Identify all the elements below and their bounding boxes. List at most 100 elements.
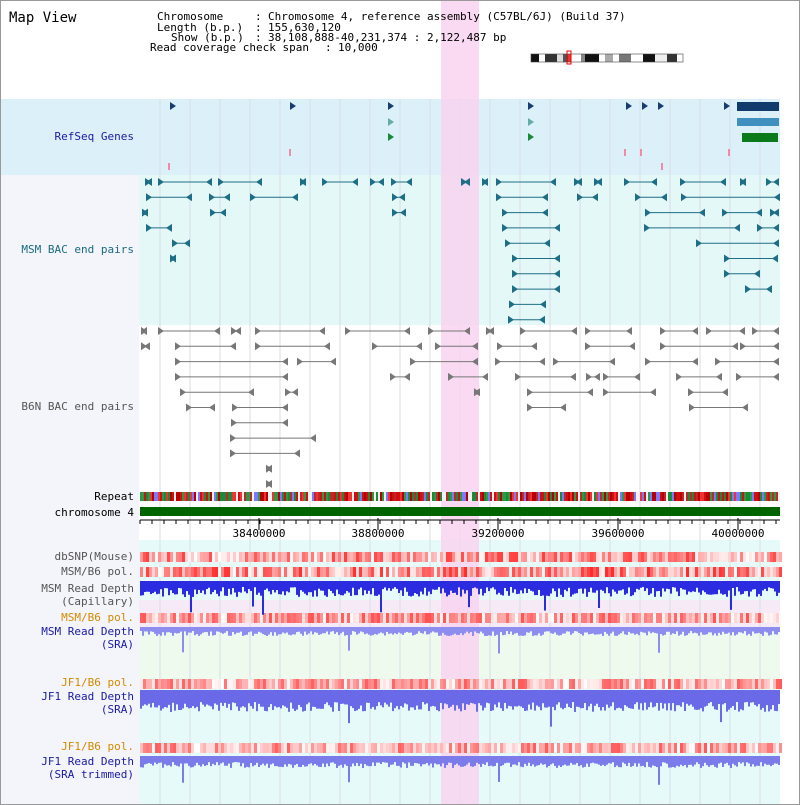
jf1-trimmed-depth-bar	[744, 756, 746, 767]
jf1-b6-pol-2-heat-cell	[365, 743, 368, 753]
jf1-sra-depth-bar	[516, 690, 518, 707]
msm-capillary-depth-bar	[158, 581, 160, 594]
jf1-read-depth-sra-label-1[interactable]: JF1 Read Depth	[41, 690, 134, 703]
repeat-segment	[394, 492, 396, 501]
jf1-sra-depth-bar	[322, 690, 324, 709]
repeat-segment	[140, 492, 142, 501]
jf1-b6-pol-heat-cell	[383, 679, 386, 689]
jf1-sra-depth-bar	[510, 690, 512, 707]
msm-capillary-depth-bar	[382, 581, 384, 590]
b6n-bac-pair	[214, 327, 220, 335]
repeat-segment	[462, 492, 464, 501]
b6n-bac-pair	[282, 418, 288, 427]
chromosome-track-label: chromosome 4	[54, 506, 134, 519]
msm-b6-pol-heat-cell	[557, 567, 560, 577]
jf1-trimmed-depth-bar	[740, 756, 742, 764]
msm-capillary-depth-bar	[428, 581, 430, 592]
msm-bac-pair	[172, 239, 178, 248]
jf1-b6-pol-label[interactable]: JF1/B6 pol.	[61, 676, 134, 689]
repeat-segment	[312, 492, 314, 501]
jf1-trimmed-depth-bar	[404, 756, 406, 764]
repeat-segment	[492, 492, 494, 501]
msm-capillary-depth-bar	[630, 581, 632, 597]
msm-b6-pol-heat-cell	[677, 567, 680, 577]
jf1-b6-pol-heat-cell	[209, 679, 212, 689]
b6n-bac-pair	[773, 342, 779, 351]
dbsnp-heat-cell	[770, 552, 773, 562]
msm-b6-pol-2-heat-cell	[710, 613, 713, 623]
jf1-sra-depth-bar	[440, 690, 442, 703]
jf1-b6-pol-2-heat-cell	[596, 743, 599, 753]
jf1-b6-pol-heat-cell	[281, 679, 284, 689]
jf1-b6-pol-2-heat-cell	[737, 743, 740, 753]
msm-b6-pol-label-2[interactable]: MSM/B6 pol.	[61, 611, 134, 624]
jf1-trimmed-depth-bar	[494, 756, 496, 767]
msm-b6-pol-heat-cell	[431, 567, 434, 577]
msm-b6-pol-2-heat-cell	[617, 613, 620, 623]
jf1-read-depth-trimmed-label-1[interactable]: JF1 Read Depth	[41, 755, 134, 768]
msm-sra-depth-bar	[142, 627, 144, 636]
b6n-bac-pair	[255, 327, 261, 335]
jf1-trimmed-depth-bar	[684, 756, 686, 765]
msm-b6-pol-2-heat-cell	[308, 613, 311, 623]
jf1-sra-depth-bar	[198, 690, 200, 712]
msm-b6-pol-heat-cell	[674, 567, 677, 577]
dbsnp-heat-cell	[479, 552, 482, 562]
dbsnp-heat-cell	[704, 552, 707, 562]
jf1-trimmed-depth-bar	[414, 756, 416, 763]
msm-sra-depth-bar	[318, 627, 320, 635]
dbsnp-heat-cell	[548, 552, 551, 562]
refseq-gene	[388, 133, 394, 141]
jf1-b6-pol-label-2[interactable]: JF1/B6 pol.	[61, 740, 134, 753]
dbsnp-heat-cell	[662, 552, 665, 562]
jf1-b6-pol-2-heat-cell	[311, 743, 314, 753]
msm-read-depth-capillary-label-1[interactable]: MSM Read Depth	[41, 582, 134, 595]
msm-sra-depth-bar	[640, 627, 642, 632]
jf1-sra-depth-bar	[192, 690, 194, 707]
msm-b6-pol-heat-cell	[200, 567, 203, 577]
msm-b6-pol-2-heat-cell	[335, 613, 338, 623]
jf1-trimmed-depth-bar	[460, 756, 462, 767]
msm-sra-depth-bar	[746, 627, 748, 636]
msm-bac-pair	[142, 208, 148, 217]
jf1-b6-pol-2-heat-cell	[566, 743, 569, 753]
dbsnp-heat-cell	[596, 552, 599, 562]
jf1-sra-depth-bar	[160, 690, 162, 711]
jf1-sra-depth-bar	[586, 690, 588, 711]
jf1-sra-depth-bar	[668, 690, 670, 704]
jf1-trimmed-depth-bar	[482, 756, 484, 764]
msm-capillary-depth-bar	[578, 581, 580, 589]
repeat-segment	[468, 492, 470, 501]
dbsnp-heat-cell	[314, 552, 317, 562]
jf1-sra-depth-bar	[502, 690, 504, 711]
jf1-sra-depth-bar	[402, 690, 404, 708]
msm-bac-label[interactable]: MSM BAC end pairs	[21, 243, 134, 256]
dbsnp-heat-cell	[236, 552, 239, 562]
msm-read-depth-sra-label-1[interactable]: MSM Read Depth	[41, 625, 134, 638]
axis-tick-label: 38400000	[232, 527, 286, 540]
jf1-sra-depth-bar	[554, 690, 556, 711]
b6n-bac-label[interactable]: B6N BAC end pairs	[21, 400, 134, 413]
dbsnp-label[interactable]: dbSNP(Mouse)	[54, 550, 134, 563]
b6n-bac-pair	[144, 342, 150, 351]
msm-b6-pol-2-heat-cell	[488, 613, 491, 623]
msm-b6-pol-heat-cell	[776, 567, 779, 577]
msm-b6-pol-heat-cell	[329, 567, 332, 577]
refseq-genes-label[interactable]: RefSeq Genes	[54, 130, 134, 143]
msm-capillary-depth-bar	[392, 581, 394, 589]
jf1-b6-pol-heat-cell	[740, 679, 743, 689]
repeat-segment	[426, 492, 428, 501]
b6n-bac-pair	[609, 357, 615, 366]
msm-capillary-depth-bar	[332, 581, 334, 594]
msm-b6-pol-heat-cell	[485, 567, 488, 577]
jf1-sra-depth-bar	[332, 690, 334, 712]
ideogram-band	[677, 54, 683, 62]
jf1-trimmed-depth-bar	[724, 756, 726, 764]
jf1-sra-depth-bar	[556, 690, 558, 705]
jf1-sra-depth-bar	[352, 690, 354, 709]
msm-capillary-depth-bar	[220, 581, 222, 592]
msm-b6-pol-label[interactable]: MSM/B6 pol.	[61, 565, 134, 578]
repeat-segment	[164, 492, 166, 501]
jf1-b6-pol-2-heat-cell	[407, 743, 410, 753]
